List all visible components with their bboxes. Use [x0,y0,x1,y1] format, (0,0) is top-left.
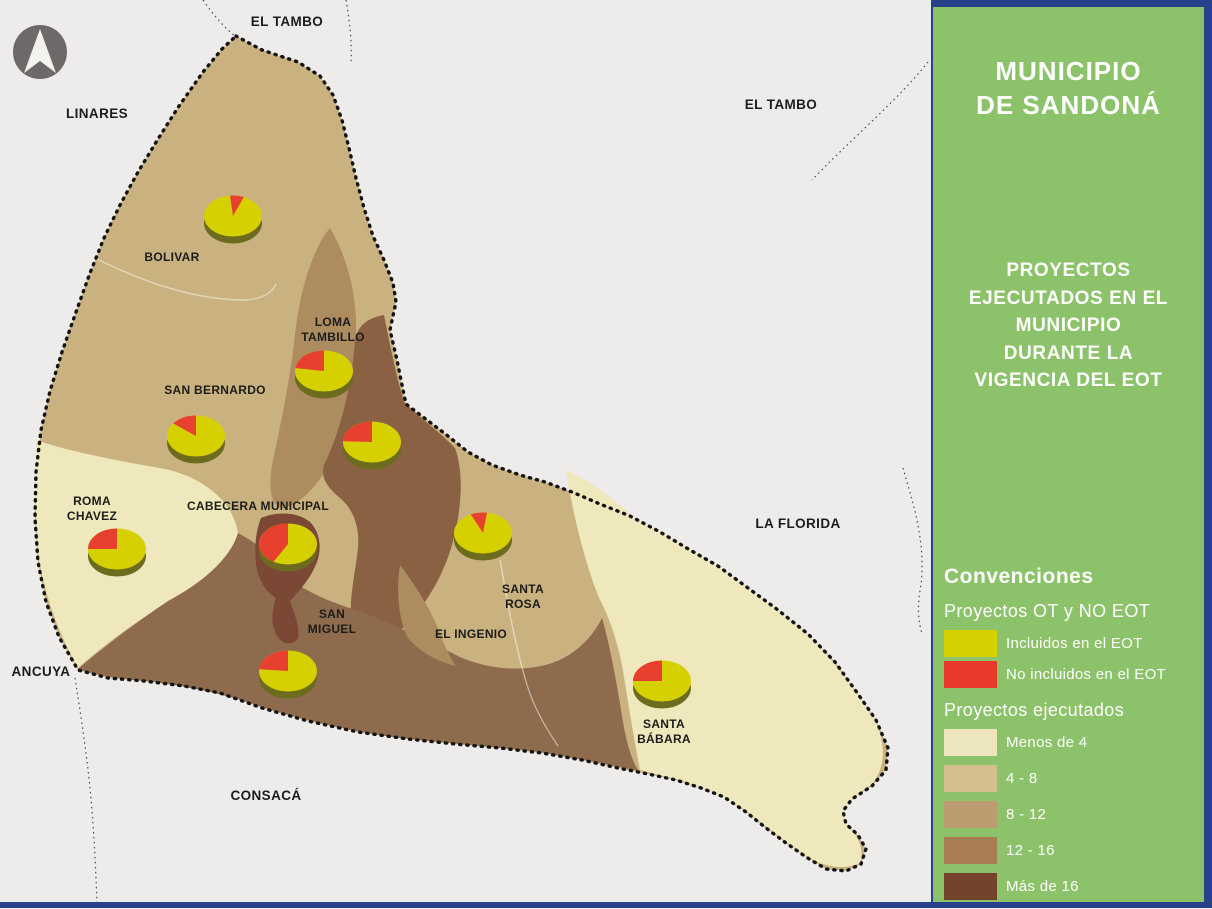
text-line: PROYECTOS [1006,260,1131,281]
north-compass-icon [13,25,67,79]
pie-chart-loma-tambillo [295,350,353,399]
legend-swatch [944,661,997,688]
text-line: DURANTE LA [1003,342,1134,364]
text-line: MUNICIPIO [995,56,1142,86]
legend-item-label: No incluidos en el EOT [1006,666,1167,683]
pie-slice-not-included [258,523,288,562]
pie-chart-bolivar [204,195,262,244]
pie-slice-not-included [633,660,662,681]
neighbor-label-el-tambo: EL TAMBO [745,97,817,112]
region-label-loma-tambillo: LOMA TAMBILLO [301,315,365,344]
pie-slice-not-included [470,512,488,533]
info-panel: MUNICIPIO DE SANDONÁ PROYECTOS EJECUTADOS … [931,0,1212,902]
legend-item-label: Incluidos en el EOT [1006,635,1143,652]
neighbor-boundaries [74,0,929,902]
pie-chart-santa-rosa [454,512,512,561]
legend-swatch [944,765,997,792]
pie-slice-not-included [88,528,117,549]
frame-border-bottom [0,902,1212,908]
legend-group2-label: Proyectos ejecutados [944,700,1125,720]
text-line: MUNICIPIO [1015,315,1122,337]
pie-slice-not-included [343,421,372,442]
pie-slice-not-included [173,415,196,436]
legend-item-8---12: 8 - 12 [944,801,1200,828]
legend-group1-items: Incluidos en el EOT No incluidos en el EO… [944,630,1200,688]
region-label-san-miguel: SAN MIGUEL [308,607,356,636]
legend-item-mas-de-16: Más de 16 [944,873,1200,900]
pie-chart-santa-babara [633,660,691,709]
region-label-roma-chavez: ROMA CHAVEZ [67,494,117,523]
legend-heading: Convenciones [944,565,1094,588]
municipality-boundary [33,33,890,873]
legend-group2-items: Menos de 4 4 - 8 8 - 12 12 - 16 Más de 16 [944,729,1200,900]
text-line: EJECUTADOS EN EL [968,287,1169,309]
map-subtitle: PROYECTOS EJECUTADOS EN EL MUNICIPIO DURANT… [943,257,1194,395]
legend-item-no-incluidos-en-el-eot: No incluidos en el EOT [944,661,1200,688]
pie-chart-roma-chavez [88,528,146,577]
legend-swatch [944,873,997,900]
pie-slice-not-included [229,195,244,216]
region-fill-san-miguel [78,533,639,771]
legend-item-label: 8 - 12 [1006,806,1047,823]
neighbor-label-consaca: CONSACÁ [230,788,301,803]
region-label-san-bernardo: SAN BERNARDO [164,383,266,397]
neighbor-label-el-tambo: EL TAMBO [251,14,323,29]
neighbor-label-linares: LINARES [66,106,128,121]
legend: Convenciones Proyectos OT y NO EOT Inclu… [944,565,1200,909]
legend-swatch [944,837,997,864]
neighbor-label-la-florida: LA FLORIDA [755,516,840,531]
region-label-el-ingenio: EL INGENIO [435,627,507,641]
region-fill-ingenio-band [398,565,456,666]
internal-boundary-line [94,257,277,301]
pie-chart-el-ingenio [343,421,401,470]
pie-chart-cabecera-municipal [258,523,317,572]
legend-item-label: 12 - 16 [1006,842,1055,859]
region-fill-corridor [322,315,461,643]
pie-chart-san-bernardo [167,415,225,464]
neighbor-label-ancuya: ANCUYA [12,664,71,679]
region-label-cabecera-municipal: CABECERA MUNICIPAL [187,499,329,513]
legend-group1-label: Proyectos OT y NO EOT [944,601,1151,621]
legend-item-4---8: 4 - 8 [944,765,1200,792]
map-canvas: EL TAMBO LINARES EL TAMBO LA FLORIDA ANCUYA C… [11,0,929,902]
legend-item-incluidos-en-el-eot: Incluidos en el EOT [944,630,1200,657]
legend-item-label: Menos de 4 [1006,734,1088,751]
text-line: DE SANDONÁ [976,89,1161,120]
region-label-santa-babara: SANTA BÁBARA [637,717,691,746]
pie-slice-not-included [295,350,324,371]
pie-chart-san-miguel [259,650,317,699]
legend-item-label: Más de 16 [1006,878,1079,895]
legend-item-menos-de-4: Menos de 4 [944,729,1200,756]
region-label-bolivar: BOLIVAR [144,250,199,264]
internal-boundary-line [499,559,559,747]
map-title: MUNICIPIO DE SANDONÁ [933,55,1204,123]
legend-swatch [944,630,997,657]
legend-swatch [944,729,997,756]
legend-item-12---16: 12 - 16 [944,837,1200,864]
region-label-santa-rosa: SANTA ROSA [502,582,544,611]
text-line: VIGENCIA DEL EOT [974,370,1163,392]
pie-slice-not-included [259,650,288,671]
legend-swatch [944,801,997,828]
region-fill-santa-babara [566,470,883,868]
legend-item-label: 4 - 8 [1006,770,1038,787]
